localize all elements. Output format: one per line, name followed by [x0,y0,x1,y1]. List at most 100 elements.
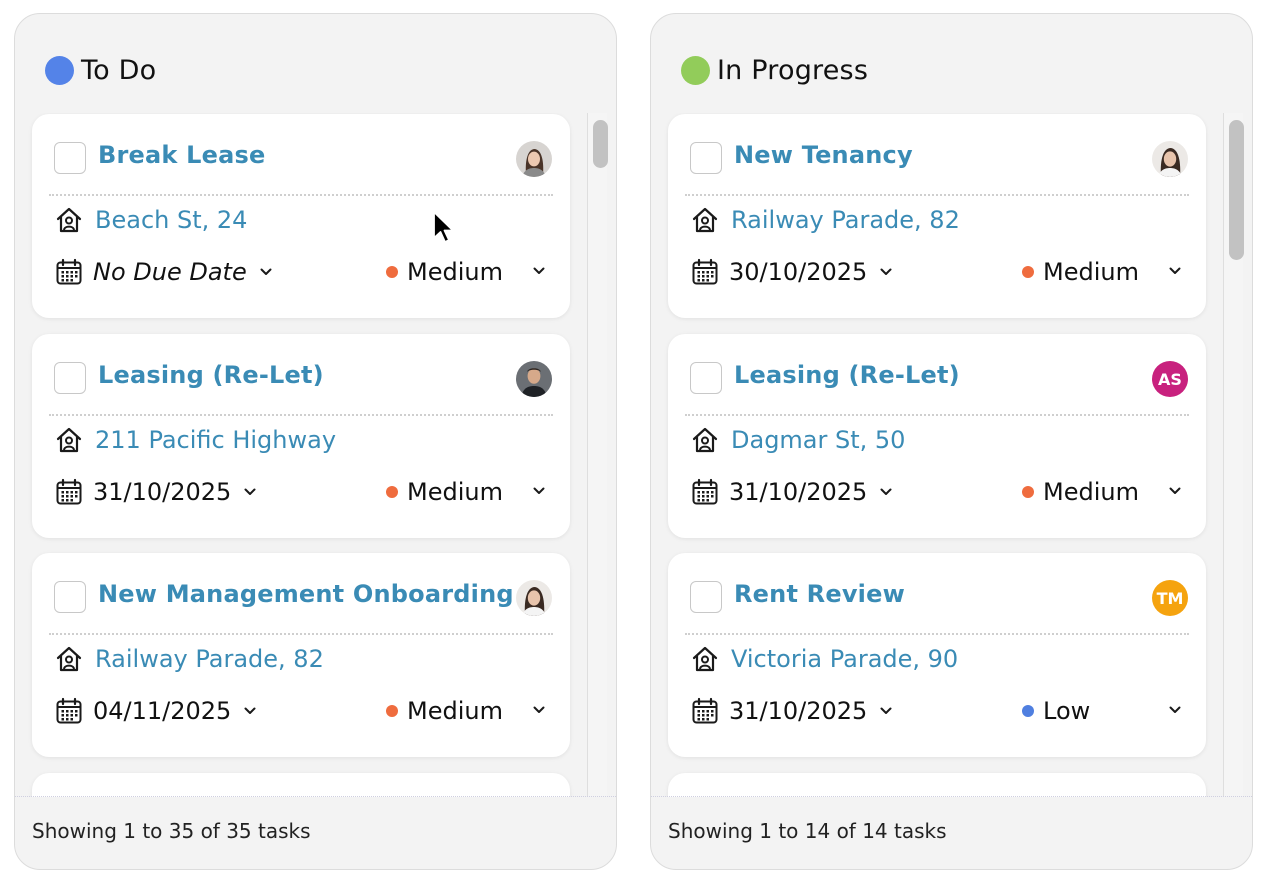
priority-label: Medium [407,258,503,286]
column-header: To Do [45,52,156,88]
priority-dropdown[interactable]: Medium [1022,476,1182,508]
scrollbar-thumb[interactable] [593,120,608,168]
scrollbar[interactable] [1223,113,1244,797]
avatar-initials: AS [1158,369,1182,389]
task-card[interactable]: New Tenancy Railway Parade, 82 30/10/202… [668,114,1206,318]
due-date-dropdown[interactable]: 31/10/2025 [691,695,893,727]
chevron-down-icon [879,265,893,279]
assignee-avatar[interactable] [516,580,552,616]
task-card[interactable] [668,773,1206,797]
status-dot [45,55,74,85]
task-card[interactable]: Leasing (Re-Let) AS Dagmar St, 50 31/10/… [668,334,1206,538]
property-icon [691,645,719,673]
chevron-down-icon [532,703,546,717]
card-divider [49,194,553,196]
task-title[interactable]: New Tenancy [734,141,913,169]
scrollbar[interactable] [587,113,608,797]
priority-dropdown[interactable]: Medium [386,256,546,288]
task-card[interactable]: Break Lease Beach St, 24 No Due Date Med… [32,114,570,318]
task-card[interactable]: Rent Review TM Victoria Parade, 90 31/10… [668,553,1206,757]
column-title: To Do [81,54,157,86]
calendar-icon [691,697,719,725]
mouse-cursor-icon [433,211,454,243]
column-title: In Progress [717,54,869,86]
due-date-dropdown[interactable]: 31/10/2025 [691,476,893,508]
chevron-down-icon [259,265,273,279]
calendar-icon [691,478,719,506]
avatar-initials: TM [1156,588,1184,608]
due-date-dropdown[interactable]: No Due Date [55,256,273,288]
due-date-value: 04/11/2025 [93,697,232,725]
priority-dropdown[interactable]: Medium [386,476,546,508]
property-address-link[interactable]: Railway Parade, 82 [731,206,960,234]
property-icon [55,645,83,673]
priority-dot [386,705,398,717]
task-card[interactable] [32,773,570,797]
due-date-value: 31/10/2025 [729,697,868,725]
chevron-down-icon [243,704,257,718]
chevron-down-icon [879,485,893,499]
assignee-avatar[interactable] [516,361,552,397]
task-card[interactable]: Leasing (Re-Let) 211 Pacific Highway 31/… [32,334,570,538]
property-icon [691,426,719,454]
priority-label: Medium [407,697,503,725]
priority-dropdown[interactable]: Low [1022,695,1182,727]
card-divider [49,633,553,635]
property-address-link[interactable]: Railway Parade, 82 [95,645,324,673]
column-header: In Progress [681,52,868,88]
task-title[interactable]: Break Lease [98,141,266,169]
property-address-link[interactable]: Victoria Parade, 90 [731,645,959,673]
card-list: Break Lease Beach St, 24 No Due Date Med… [15,113,616,797]
due-date-value: 31/10/2025 [729,478,868,506]
card-divider [49,414,553,416]
task-checkbox[interactable] [54,142,86,174]
task-checkbox[interactable] [54,581,86,613]
column-to-do: To Do Break Lease Beach St, 24 No Due Da… [14,13,617,870]
priority-dot [386,486,398,498]
due-date-dropdown[interactable]: 30/10/2025 [691,256,893,288]
task-title[interactable]: Leasing (Re-Let) [98,361,324,389]
task-checkbox[interactable] [690,362,722,394]
task-checkbox[interactable] [54,362,86,394]
card-divider [685,194,1189,196]
task-title[interactable]: Leasing (Re-Let) [734,361,960,389]
priority-dot [1022,486,1034,498]
assignee-avatar[interactable] [516,141,552,177]
assignee-avatar[interactable]: TM [1152,580,1188,616]
card-list: New Tenancy Railway Parade, 82 30/10/202… [651,113,1252,797]
calendar-icon [55,258,83,286]
calendar-icon [691,258,719,286]
priority-label: Low [1043,697,1091,725]
priority-label: Medium [1043,478,1139,506]
due-date-value: 31/10/2025 [93,478,232,506]
calendar-icon [55,478,83,506]
scrollbar-thumb[interactable] [1229,120,1244,260]
due-date-dropdown[interactable]: 04/11/2025 [55,695,257,727]
chevron-down-icon [1168,484,1182,498]
assignee-avatar[interactable]: AS [1152,361,1188,397]
task-checkbox[interactable] [690,142,722,174]
chevron-down-icon [1168,264,1182,278]
property-address-link[interactable]: Beach St, 24 [95,206,248,234]
task-title[interactable]: New Management Onboarding [98,580,514,608]
status-dot [681,55,710,85]
priority-dropdown[interactable]: Medium [1022,256,1182,288]
priority-label: Medium [1043,258,1139,286]
priority-dot [1022,266,1034,278]
chevron-down-icon [1168,703,1182,717]
task-count: Showing 1 to 35 of 35 tasks [32,819,311,843]
property-address-link[interactable]: 211 Pacific Highway [95,426,337,454]
due-date-value: No Due Date [93,258,247,286]
task-count: Showing 1 to 14 of 14 tasks [668,819,947,843]
priority-dropdown[interactable]: Medium [386,695,546,727]
property-address-link[interactable]: Dagmar St, 50 [731,426,906,454]
assignee-avatar[interactable] [1152,141,1188,177]
due-date-dropdown[interactable]: 31/10/2025 [55,476,257,508]
task-title[interactable]: Rent Review [734,580,905,608]
card-divider [685,633,1189,635]
task-card[interactable]: New Management Onboarding Railway Parade… [32,553,570,757]
calendar-icon [55,697,83,725]
priority-dot [1022,705,1034,717]
task-checkbox[interactable] [690,581,722,613]
card-divider [685,414,1189,416]
